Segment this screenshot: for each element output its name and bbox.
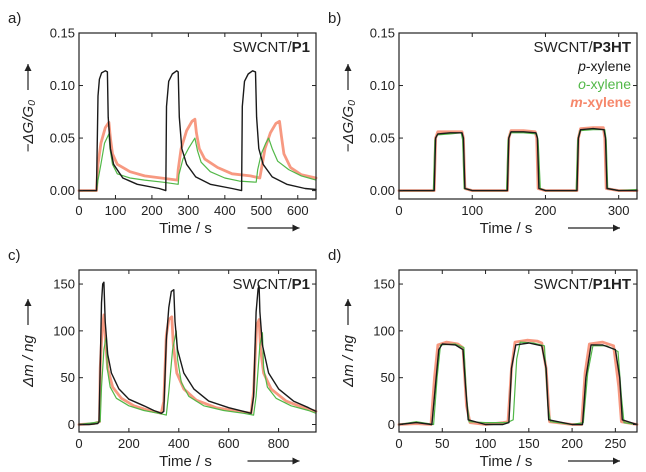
x-tick-label: 250 [605, 436, 627, 451]
legend-entry-m-xylene: m-xylene [570, 94, 631, 110]
legend-entry-suffix: -xylene [586, 76, 631, 92]
y-tick-label: 50 [61, 370, 75, 385]
x-tick-label: 400 [214, 203, 236, 218]
chart-panel-d: 0 50 100 150 200 250 0 50 100 150 d) SWCNT/P1HT Time… [328, 247, 639, 470]
y-axis-arrow-head [24, 64, 32, 71]
legend-entry-o-xylene: o-xylene [578, 76, 631, 92]
plot-frame [78, 32, 317, 200]
legend-entry-suffix: -xylene [583, 94, 631, 110]
legend-entry-suffix: -xylene [586, 58, 631, 74]
x-axis-arrow-head [613, 457, 620, 465]
y-tick-label: 0 [68, 417, 75, 432]
y-axis-label: −ΔG/G₀ [20, 100, 37, 153]
chart-title-part: SWCNT/ [232, 39, 292, 56]
y-tick-label: 0.15 [370, 26, 395, 41]
y-axis-arrow-head [24, 299, 32, 306]
y-tick-label: 0.00 [50, 183, 75, 198]
chart-title-part: SWCNT/ [533, 39, 593, 56]
x-tick-label: 100 [105, 203, 127, 218]
legend-entry-prefix: p [577, 58, 586, 74]
x-tick-label: 200 [118, 436, 140, 451]
chart-panel-b: 0 100 200 3000.000.050.100.15b)SWCNT/P3HTp-… [328, 10, 639, 237]
x-tick-label: 0 [75, 203, 82, 218]
chart-title: SWCNT/P1 [232, 39, 310, 56]
series-line-m-xylene [77, 117, 318, 192]
y-axis-arrow-head [344, 299, 352, 306]
panel-label: c) [8, 247, 21, 264]
x-tick-label: 200 [141, 203, 163, 218]
y-tick-label: 0.10 [370, 78, 395, 93]
y-tick-label: 150 [373, 277, 395, 292]
y-tick-label: 100 [53, 323, 75, 338]
legend-entry-prefix: o [578, 76, 586, 92]
x-tick-label: 300 [178, 203, 200, 218]
x-axis-arrow-head [292, 224, 300, 232]
series-line-p-xylene [78, 70, 317, 192]
y-axis-arrow-head [344, 64, 352, 71]
chart-title-part: SWCNT/ [533, 276, 593, 293]
panel-label: a) [8, 10, 21, 27]
plot-frame [78, 269, 317, 433]
chart-panel-c: 0 200 400 600 800 0 50 100 150 c) SWCNT/P1 Time / s… [8, 247, 318, 470]
chart-title-part: P3HT [593, 39, 631, 56]
x-tick-label: 0 [395, 203, 402, 218]
chart-title-part: SWCNT/ [232, 276, 292, 293]
y-tick-label: 0.05 [370, 131, 395, 146]
x-tick-label: 0 [395, 436, 402, 451]
x-tick-label: 100 [475, 436, 497, 451]
y-tick-label: 150 [53, 277, 75, 292]
series-line-p-xylene [398, 127, 638, 192]
x-tick-label: 600 [218, 436, 240, 451]
x-tick-label: 200 [561, 436, 583, 451]
panel-label: b) [328, 10, 341, 27]
series-line-m-xylene [397, 126, 639, 192]
series-line-p-xylene [398, 342, 638, 426]
legend-entry-p-xylene: p-xylene [577, 58, 631, 74]
chart-title: SWCNT/P3HT [533, 39, 631, 56]
y-axis-label: Δm / ng [340, 334, 357, 387]
y-tick-label: 0.05 [50, 131, 75, 146]
chart-title-part: P1 [292, 276, 310, 293]
series-line-m-xylene [77, 313, 318, 426]
legend-entry-prefix: m [570, 94, 582, 110]
y-tick-label: 100 [373, 323, 395, 338]
series-line-m-xylene [397, 338, 639, 426]
x-tick-label: 150 [518, 436, 540, 451]
y-axis-label: −ΔG/G₀ [340, 100, 357, 153]
chart-title: SWCNT/P1 [232, 276, 310, 293]
x-axis-arrow-head [613, 224, 620, 232]
x-tick-label: 50 [435, 436, 449, 451]
chart-panel-a: 0 100 200 300 400 500 600 0.00 0.05 0.10 0.15 a) SWC… [8, 10, 318, 237]
x-axis-label: Time / s [159, 453, 212, 470]
y-tick-label: 0.00 [370, 183, 395, 198]
x-tick-label: 100 [461, 203, 483, 218]
y-axis-label: Δm / ng [20, 334, 37, 387]
x-axis-label: Time / s [480, 220, 533, 237]
plot-frame [398, 269, 638, 433]
x-axis-label: Time / s [480, 453, 533, 470]
plot-frame [398, 32, 638, 200]
panel-label: d) [328, 247, 341, 264]
x-axis-label: Time / s [159, 220, 212, 237]
x-tick-label: 500 [250, 203, 272, 218]
series-line-o-xylene [78, 330, 317, 426]
x-tick-label: 800 [268, 436, 290, 451]
x-tick-label: 400 [168, 436, 190, 451]
y-tick-label: 0.10 [50, 78, 75, 93]
chart-title-part: P1 [292, 39, 310, 56]
chart-title: SWCNT/P1HT [533, 276, 631, 293]
x-tick-label: 300 [608, 203, 630, 218]
series-line-p-xylene [78, 281, 317, 426]
chart-title-part: P1HT [593, 276, 631, 293]
y-tick-label: 0 [388, 417, 395, 432]
x-tick-label: 600 [287, 203, 309, 218]
y-tick-label: 50 [381, 370, 395, 385]
x-axis-arrow-head [292, 457, 300, 465]
x-tick-label: 200 [535, 203, 557, 218]
y-tick-label: 0.15 [50, 26, 75, 41]
x-tick-label: 0 [75, 436, 82, 451]
